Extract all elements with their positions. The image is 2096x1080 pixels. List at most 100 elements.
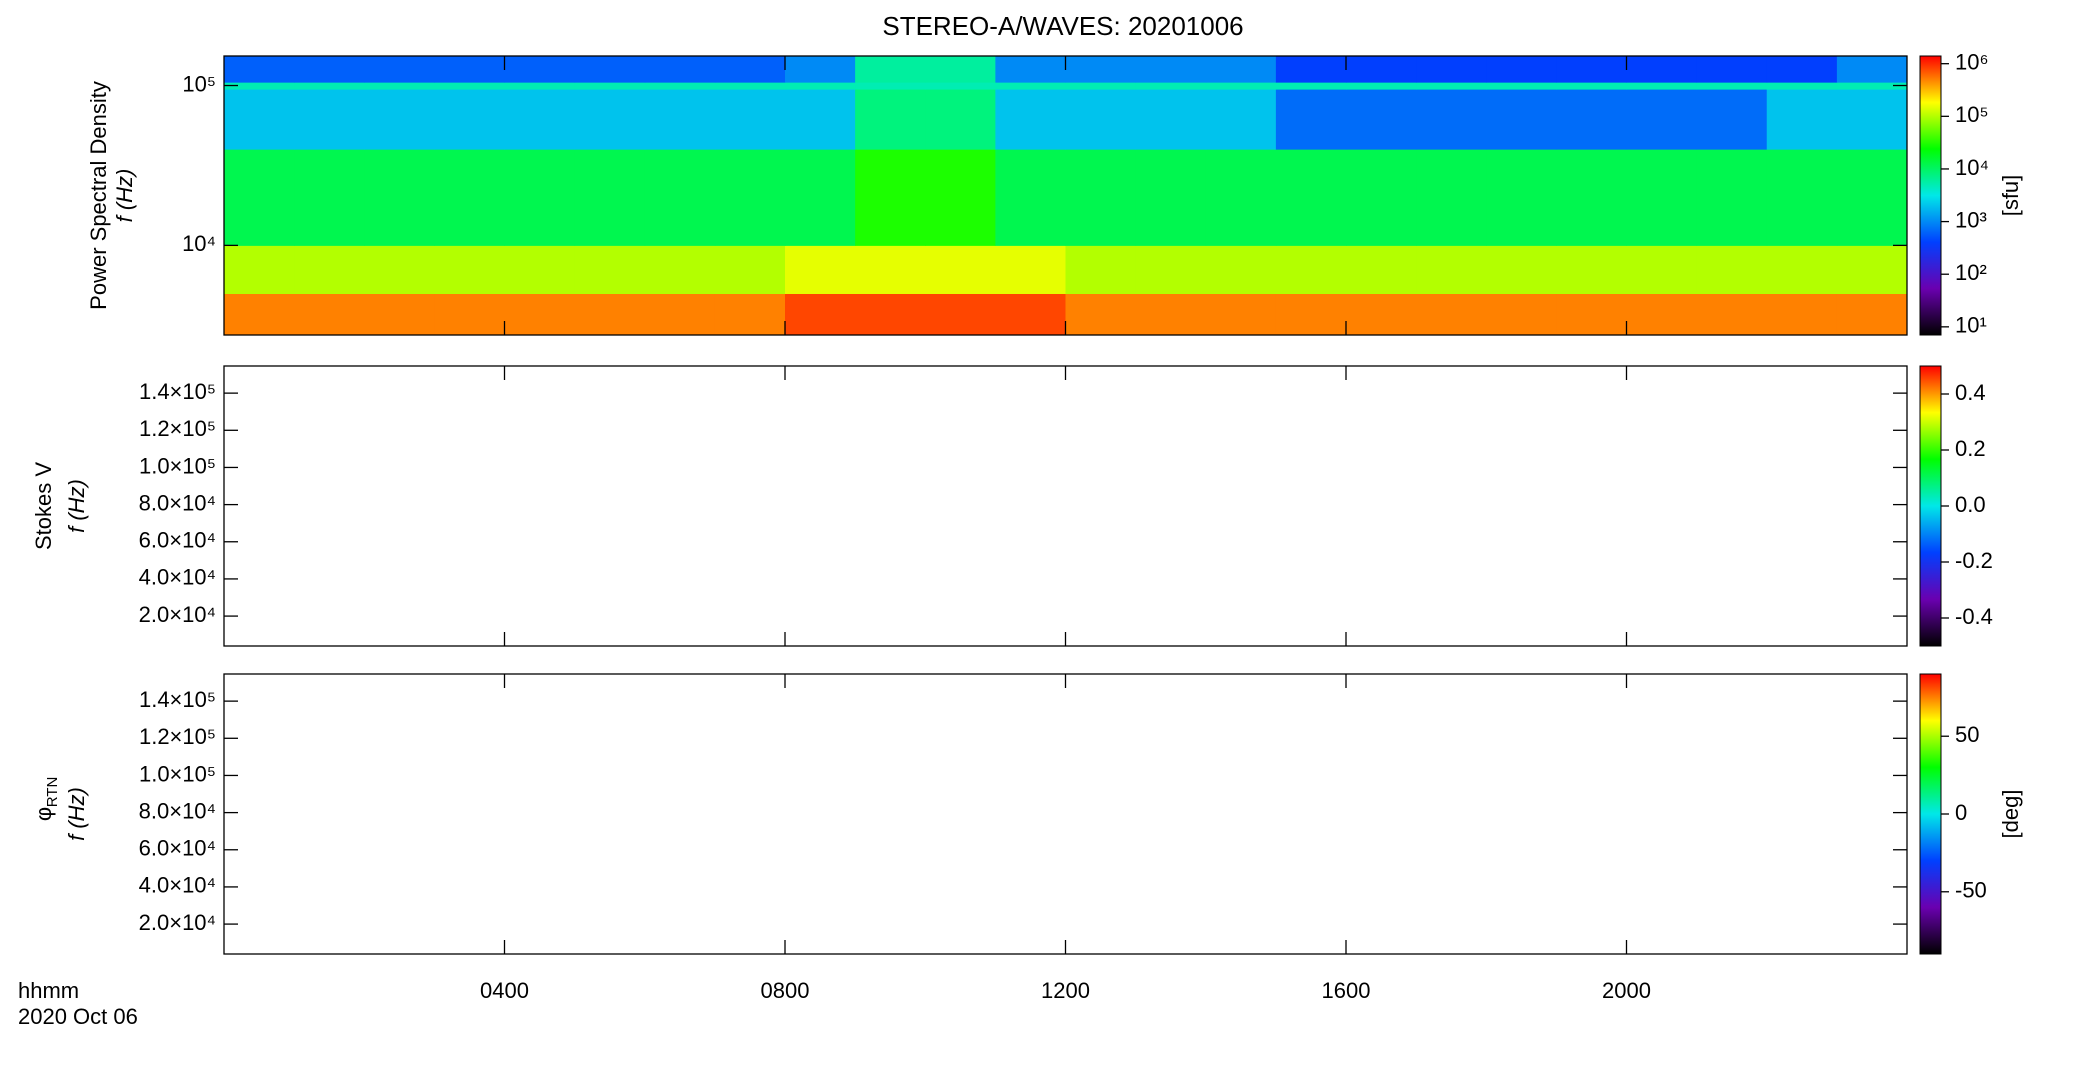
heatmap-cell — [504, 245, 576, 294]
y-tick-label: 2.0×10⁴ — [139, 910, 216, 935]
heatmap-cell — [925, 149, 996, 246]
x-tick-label: 0400 — [480, 978, 529, 1003]
heatmap-cell — [364, 245, 435, 294]
heatmap-cell — [785, 82, 856, 90]
x-axis-label: hhmm — [18, 978, 79, 1003]
heatmap-cell — [1346, 56, 1417, 83]
heatmap-cell — [714, 89, 786, 150]
y-tick-label: 6.0×10⁴ — [139, 836, 216, 861]
heatmap-cell — [785, 293, 856, 336]
heatmap-cell — [1205, 89, 1277, 150]
heatmap-cell — [644, 293, 716, 336]
heatmap-cell — [1065, 89, 1137, 150]
colorbar — [1919, 673, 1942, 955]
heatmap-cell — [995, 149, 1066, 246]
heatmap-cell — [224, 89, 295, 150]
colorbar-tick-label: 10³ — [1955, 207, 1987, 232]
colorbar-tick-label: 0 — [1955, 800, 1967, 825]
heatmap-cell — [1275, 82, 1347, 90]
heatmap-cell — [995, 245, 1066, 294]
y-tick-label: 1.0×10⁵ — [139, 761, 216, 786]
heatmap-cell — [434, 56, 505, 83]
chart-title: STEREO-A/WAVES: 20201006 — [882, 11, 1243, 41]
colorbar-tick-label: 10⁴ — [1955, 155, 1989, 180]
colorbar-tick-label: 0.2 — [1955, 436, 1986, 461]
y-axis-label: f (Hz) — [112, 169, 137, 223]
x-tick-label: 1200 — [1041, 978, 1090, 1003]
heatmap-cell — [574, 149, 646, 246]
y-axis-label: f (Hz) — [64, 787, 89, 841]
heatmap-cell — [1696, 56, 1768, 83]
heatmap-cell — [1416, 293, 1487, 336]
colorbar-tick-label: -0.4 — [1955, 604, 1993, 629]
colorbar-label: [sfu] — [1998, 175, 2023, 217]
heatmap-cell — [294, 89, 365, 150]
heatmap-cell — [925, 89, 996, 150]
y-tick-label: 1.0×10⁵ — [139, 453, 216, 478]
heatmap-cell — [1346, 293, 1417, 336]
heatmap-cell — [1696, 149, 1768, 246]
heatmap-cell — [1346, 82, 1417, 90]
y-tick-label: 1.2×10⁵ — [139, 724, 216, 749]
heatmap-cell — [1836, 293, 1908, 336]
heatmap-cell — [1135, 89, 1207, 150]
heatmap-cell — [224, 82, 295, 90]
heatmap-cell — [855, 56, 926, 83]
colorbar — [1919, 55, 1942, 336]
heatmap-cell — [1205, 56, 1277, 83]
heatmap-cell — [364, 82, 435, 90]
heatmap-cell — [224, 56, 295, 83]
heatmap-cell — [995, 89, 1066, 150]
heatmap-cell — [995, 293, 1066, 336]
heatmap-cell — [1766, 89, 1838, 150]
heatmap-cell — [1486, 82, 1557, 90]
y-tick-label: 2.0×10⁴ — [139, 602, 216, 627]
heatmap-cell — [504, 56, 576, 83]
heatmap-cell — [434, 149, 505, 246]
heatmap-cell — [1205, 293, 1277, 336]
heatmap-cell — [1766, 149, 1838, 246]
heatmap-cell — [364, 56, 435, 83]
heatmap-cell — [714, 149, 786, 246]
y-tick-label: 10⁴ — [182, 231, 216, 256]
heatmap-cell — [1766, 293, 1838, 336]
heatmap-cell — [925, 245, 996, 294]
heatmap-cell — [1416, 82, 1487, 90]
heatmap-cell — [294, 149, 365, 246]
y-axis-label-subscript: RTN — [44, 777, 61, 808]
heatmap-cell — [1766, 245, 1838, 294]
heatmap-cell — [1836, 82, 1908, 90]
heatmap-cell — [574, 82, 646, 90]
colorbar-label: [deg] — [1998, 790, 2023, 839]
heatmap-cell — [1205, 82, 1277, 90]
heatmap-cell — [855, 89, 926, 150]
heatmap-cell — [434, 82, 505, 90]
heatmap-cell — [224, 293, 295, 336]
heatmap-cell — [1416, 89, 1487, 150]
heatmap-cell — [1766, 56, 1838, 83]
heatmap-cell — [1836, 56, 1908, 83]
heatmap-cell — [1416, 149, 1487, 246]
colorbar-tick-label: 50 — [1955, 722, 1979, 747]
heatmap-cell — [1135, 293, 1207, 336]
heatmap-cell — [714, 293, 786, 336]
heatmap-cell — [1486, 293, 1557, 336]
heatmap-cell — [574, 89, 646, 150]
heatmap-cell — [1696, 82, 1768, 90]
heatmap-cell — [1836, 245, 1908, 294]
heatmap-cell — [1556, 149, 1627, 246]
heatmap-cell — [1416, 245, 1487, 294]
y-tick-label: 4.0×10⁴ — [139, 873, 216, 898]
heatmap-cell — [1416, 56, 1487, 83]
heatmap-cell — [434, 293, 505, 336]
heatmap-cell — [785, 89, 856, 150]
heatmap-cell — [1836, 89, 1908, 150]
heatmap-cell — [995, 56, 1066, 83]
heatmap-cell — [1836, 149, 1908, 246]
heatmap-cell — [224, 149, 295, 246]
colorbar-tick-label: -50 — [1955, 878, 1987, 903]
heatmap-cell — [855, 293, 926, 336]
y-axis-label: φ — [31, 807, 56, 821]
x-tick-label: 2000 — [1602, 978, 1651, 1003]
heatmap-cell — [434, 245, 505, 294]
